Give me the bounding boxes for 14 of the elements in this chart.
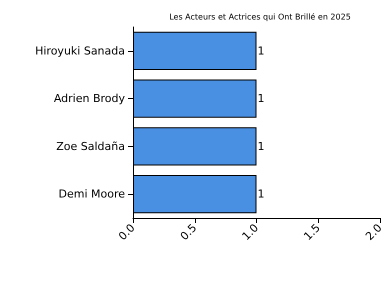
x-tick-label: 0.0 <box>116 221 138 243</box>
x-tick-label: 1.0 <box>240 221 262 243</box>
data-label: 1 <box>258 92 264 106</box>
data-label: 1 <box>258 140 264 153</box>
chart-title: Les Acteurs et Actrices qui Ont Brillé en 2025 <box>169 12 351 22</box>
y-tick-label: Adrien Brody <box>54 92 126 106</box>
x-tick-label: 2.0 <box>363 221 385 243</box>
x-tick-label: 0.5 <box>178 221 200 243</box>
x-tick-label: 1.5 <box>301 221 323 243</box>
data-label: 1 <box>258 188 264 201</box>
y-tick-label: Zoe Saldaña <box>56 140 125 153</box>
y-tick-label: Hiroyuki Sanada <box>35 44 125 58</box>
y-tick-label: Demi Moore <box>58 188 126 201</box>
data-label: 1 <box>258 44 264 58</box>
